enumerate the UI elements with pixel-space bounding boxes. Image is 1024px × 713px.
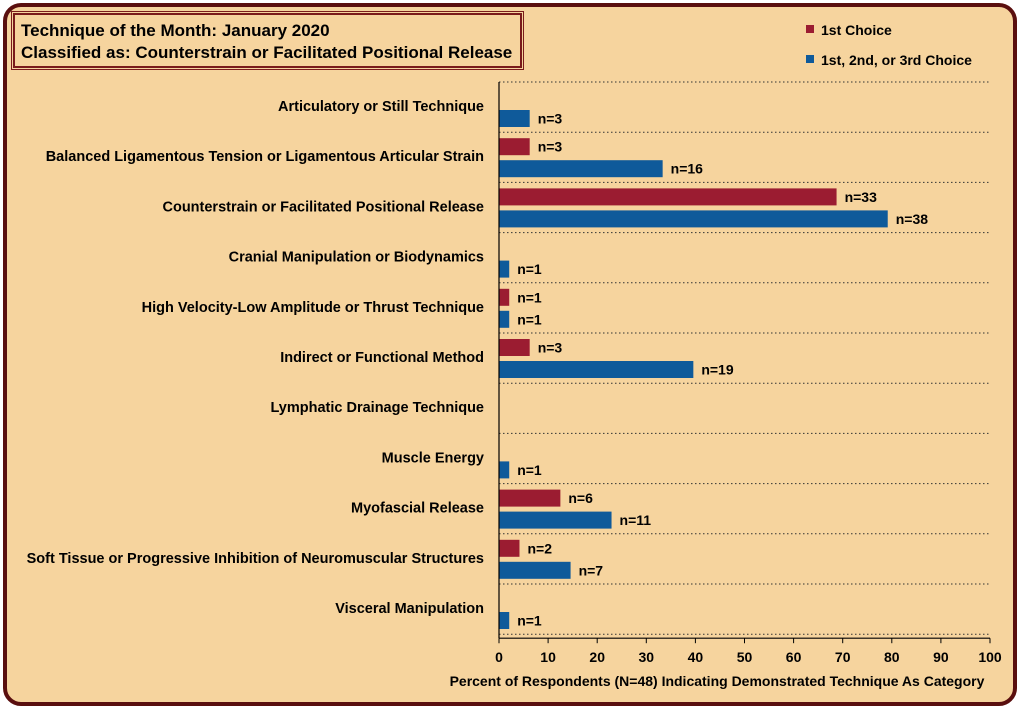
bar <box>499 539 520 557</box>
bar <box>499 188 837 206</box>
legend-swatch <box>806 25 814 33</box>
x-axis-title: Percent of Respondents (N=48) Indicating… <box>450 673 985 689</box>
x-tick-label: 50 <box>737 649 753 665</box>
bar <box>499 310 510 328</box>
category-label: Balanced Ligamentous Tension or Ligament… <box>46 149 484 165</box>
bar <box>499 561 571 579</box>
data-label: n=7 <box>579 562 604 578</box>
x-tick-label: 90 <box>933 649 949 665</box>
category-label: Counterstrain or Facilitated Positional … <box>163 199 485 215</box>
category-label: Soft Tissue or Progressive Inhibition of… <box>27 551 484 567</box>
category-label: Visceral Manipulation <box>335 601 484 617</box>
legend-label: 1st, 2nd, or 3rd Choice <box>821 52 972 68</box>
bar <box>499 210 888 228</box>
data-label: n=19 <box>701 362 734 378</box>
data-label: n=6 <box>568 490 593 506</box>
category-label: High Velocity-Low Amplitude or Thrust Te… <box>142 300 484 316</box>
legend-label: 1st Choice <box>821 22 892 38</box>
bar <box>499 361 694 378</box>
data-label: n=1 <box>517 261 542 277</box>
category-label: Indirect or Functional Method <box>280 350 484 366</box>
x-tick-label: 10 <box>540 649 556 665</box>
chart-title: Technique of the Month: January 2020 <box>21 21 330 40</box>
bar <box>499 138 530 156</box>
x-tick-label: 70 <box>835 649 851 665</box>
category-label: Myofascial Release <box>351 501 484 517</box>
data-label: n=3 <box>538 139 563 155</box>
x-tick-label: 0 <box>495 649 503 665</box>
data-label: n=2 <box>527 540 552 556</box>
category-label: Lymphatic Drainage Technique <box>270 400 484 416</box>
bar <box>499 339 530 356</box>
data-label: n=3 <box>538 111 563 127</box>
bar <box>499 489 561 507</box>
data-label: n=1 <box>517 289 542 305</box>
chart-subtitle: Classified as: Counterstrain or Facilita… <box>21 43 513 62</box>
bar <box>499 260 510 278</box>
data-label: n=16 <box>671 161 704 177</box>
x-tick-label: 60 <box>786 649 802 665</box>
x-tick-label: 80 <box>884 649 900 665</box>
data-label: n=3 <box>538 340 563 356</box>
x-tick-label: 30 <box>639 649 655 665</box>
data-label: n=38 <box>896 211 929 227</box>
bar <box>499 110 530 127</box>
bar <box>499 288 510 306</box>
x-tick-label: 40 <box>688 649 704 665</box>
bar <box>499 612 510 629</box>
data-label: n=1 <box>517 613 542 629</box>
data-label: n=11 <box>620 512 652 528</box>
data-label: n=1 <box>517 462 542 478</box>
category-label: Muscle Energy <box>382 450 484 466</box>
legend-swatch <box>806 55 814 63</box>
bar <box>499 160 663 178</box>
data-label: n=33 <box>845 189 878 205</box>
bar <box>499 461 510 479</box>
category-label: Articulatory or Still Technique <box>278 99 484 115</box>
x-tick-label: 20 <box>589 649 605 665</box>
bar <box>499 511 612 529</box>
data-label: n=1 <box>517 311 542 327</box>
x-tick-label: 100 <box>978 649 1002 665</box>
category-label: Cranial Manipulation or Biodynamics <box>229 250 484 266</box>
title-box: Technique of the Month: January 2020 Cla… <box>11 11 524 70</box>
